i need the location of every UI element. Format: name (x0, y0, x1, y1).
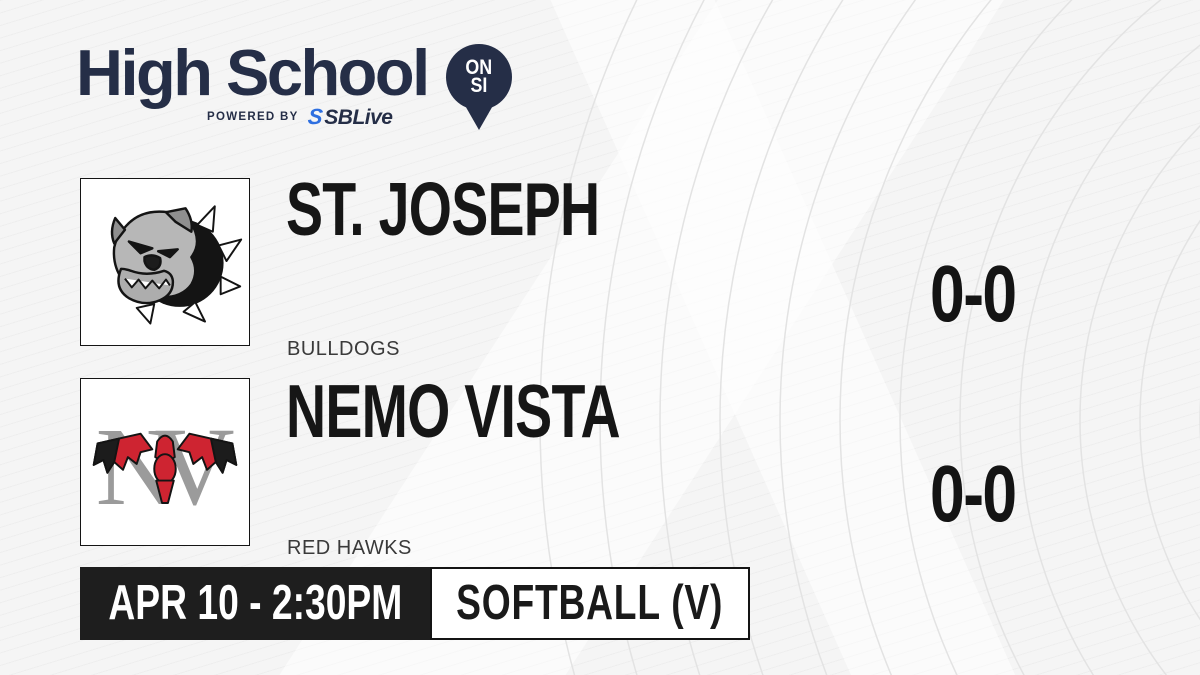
sport-text: SOFTBALL (V) (456, 576, 724, 630)
on-si-pin-icon: ON SI (446, 44, 512, 130)
team1-name: ST. JOSEPH (286, 167, 600, 251)
datetime-box: APR 10 - 2:30PM (80, 567, 430, 640)
powered-by-label: POWERED BY (207, 111, 299, 123)
team2-mascot: RED HAWKS (287, 537, 412, 559)
sport-box: SOFTBALL (V) (430, 567, 750, 640)
team1-mascot: BULLDOGS (287, 338, 400, 360)
team1-logo-box (80, 178, 250, 346)
high-school-logo-title: High School (76, 36, 430, 109)
team2-logo-box: N V (80, 378, 250, 546)
team2-name: NEMO VISTA (286, 369, 621, 453)
powered-by-row: POWERED BY S SBLive (207, 104, 393, 129)
pin-text-si: SI (470, 74, 488, 97)
nemo-vista-redhawk-logo: N V (92, 406, 238, 529)
sblive-logo: S SBLive (306, 104, 393, 129)
st-joseph-bulldog-logo (110, 205, 243, 325)
pin-text-on: ON (465, 56, 493, 79)
pin-circle: ON SI (446, 44, 512, 110)
pin-tail (463, 102, 495, 130)
team1-record: 0-0 (929, 249, 1017, 338)
sblive-icon: S (306, 104, 324, 129)
sblive-logo-text: SBLive (324, 105, 393, 129)
datetime-text: APR 10 - 2:30PM (108, 576, 402, 630)
team2-record: 0-0 (929, 449, 1017, 538)
